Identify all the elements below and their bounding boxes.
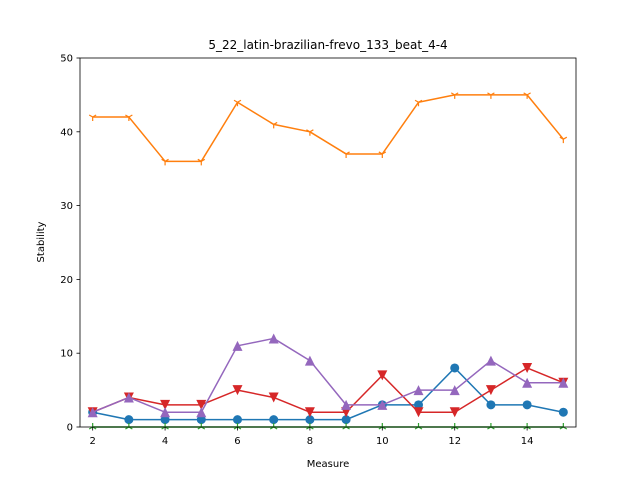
series-1-point: [305, 415, 315, 425]
x-tick-label: 10: [376, 436, 389, 447]
series-1-point: [232, 415, 242, 425]
series-4-point: [304, 407, 315, 418]
series-2-point: [487, 92, 495, 99]
y-tick-label: 50: [60, 54, 73, 65]
series-5-point: [268, 333, 279, 344]
x-axis-label: Measure: [307, 459, 350, 470]
chart-title: 5_22_latin-brazilian-frevo_133_beat_4-4: [208, 38, 447, 52]
series-2: [88, 92, 568, 166]
series-2-point: [197, 158, 206, 166]
series-5-point: [558, 377, 569, 388]
series-1-point: [196, 415, 206, 425]
series-4-point: [449, 407, 460, 418]
x-tick-label: 6: [234, 436, 240, 447]
y-tick-label: 30: [60, 201, 73, 212]
y-tick-label: 20: [60, 275, 73, 286]
series-1-point: [341, 415, 351, 425]
series-2-line: [92, 94, 564, 163]
series-4-point: [232, 385, 243, 396]
series-2-point: [161, 158, 169, 166]
series-4-point: [377, 370, 388, 381]
series-1-point: [414, 400, 424, 410]
series-2-point: [559, 136, 568, 144]
series-4-point: [485, 385, 496, 396]
axes: 2 4 6 8 10 12 14 0 10 20 30 40 50: [60, 54, 577, 447]
series-5: [87, 333, 569, 418]
series-1-point: [486, 400, 496, 410]
series-1-point: [124, 415, 134, 425]
y-tick-label: 10: [60, 349, 73, 360]
series-4: [87, 362, 569, 418]
x-tick-label: 4: [162, 436, 168, 447]
series-1-line: [92, 367, 564, 421]
series-5-point: [87, 407, 98, 418]
series-4-point: [196, 399, 207, 410]
x-tick-label: 2: [89, 436, 95, 447]
series-5-point: [232, 340, 243, 351]
y-tick-label: 0: [67, 423, 73, 434]
y-axis-label: Stability: [36, 221, 47, 262]
series-2-point: [414, 99, 423, 107]
series-5-point: [341, 399, 352, 410]
series-2-point: [233, 99, 242, 107]
series-4-point: [268, 392, 279, 403]
series-5-point: [413, 385, 424, 396]
series-2-point: [342, 151, 350, 158]
series-5-point: [377, 399, 388, 410]
series-2-point: [306, 129, 314, 136]
x-tick-label: 12: [448, 436, 461, 447]
axes-frame: [79, 57, 577, 428]
series-2-point: [523, 92, 531, 99]
series-2-point: [378, 151, 387, 158]
series-5-line: [92, 337, 564, 413]
series-5-point: [449, 385, 460, 396]
series-5-point: [304, 355, 315, 366]
series-1-point: [558, 407, 568, 417]
series-4-point: [413, 407, 424, 418]
series-2-point: [269, 121, 278, 129]
series-1-point: [269, 415, 279, 425]
series-4-point: [160, 399, 171, 410]
series-2-point: [88, 114, 97, 122]
series-4-line: [92, 367, 564, 413]
series-5-point: [196, 407, 207, 418]
series-1-point: [160, 415, 170, 425]
series-2-point: [450, 92, 459, 99]
plot-area: [87, 92, 569, 430]
series-4-point: [522, 362, 533, 373]
x-tick-label: 8: [307, 436, 313, 447]
x-tick-label: 14: [521, 436, 534, 447]
series-2-point: [125, 114, 133, 122]
series-1-point: [522, 400, 532, 410]
y-tick-label: 40: [60, 127, 73, 138]
series-5-point: [123, 392, 134, 403]
series-5-point: [485, 355, 496, 366]
series-1-point: [450, 363, 460, 373]
series-5-point: [522, 377, 533, 388]
series-5-point: [160, 407, 171, 418]
